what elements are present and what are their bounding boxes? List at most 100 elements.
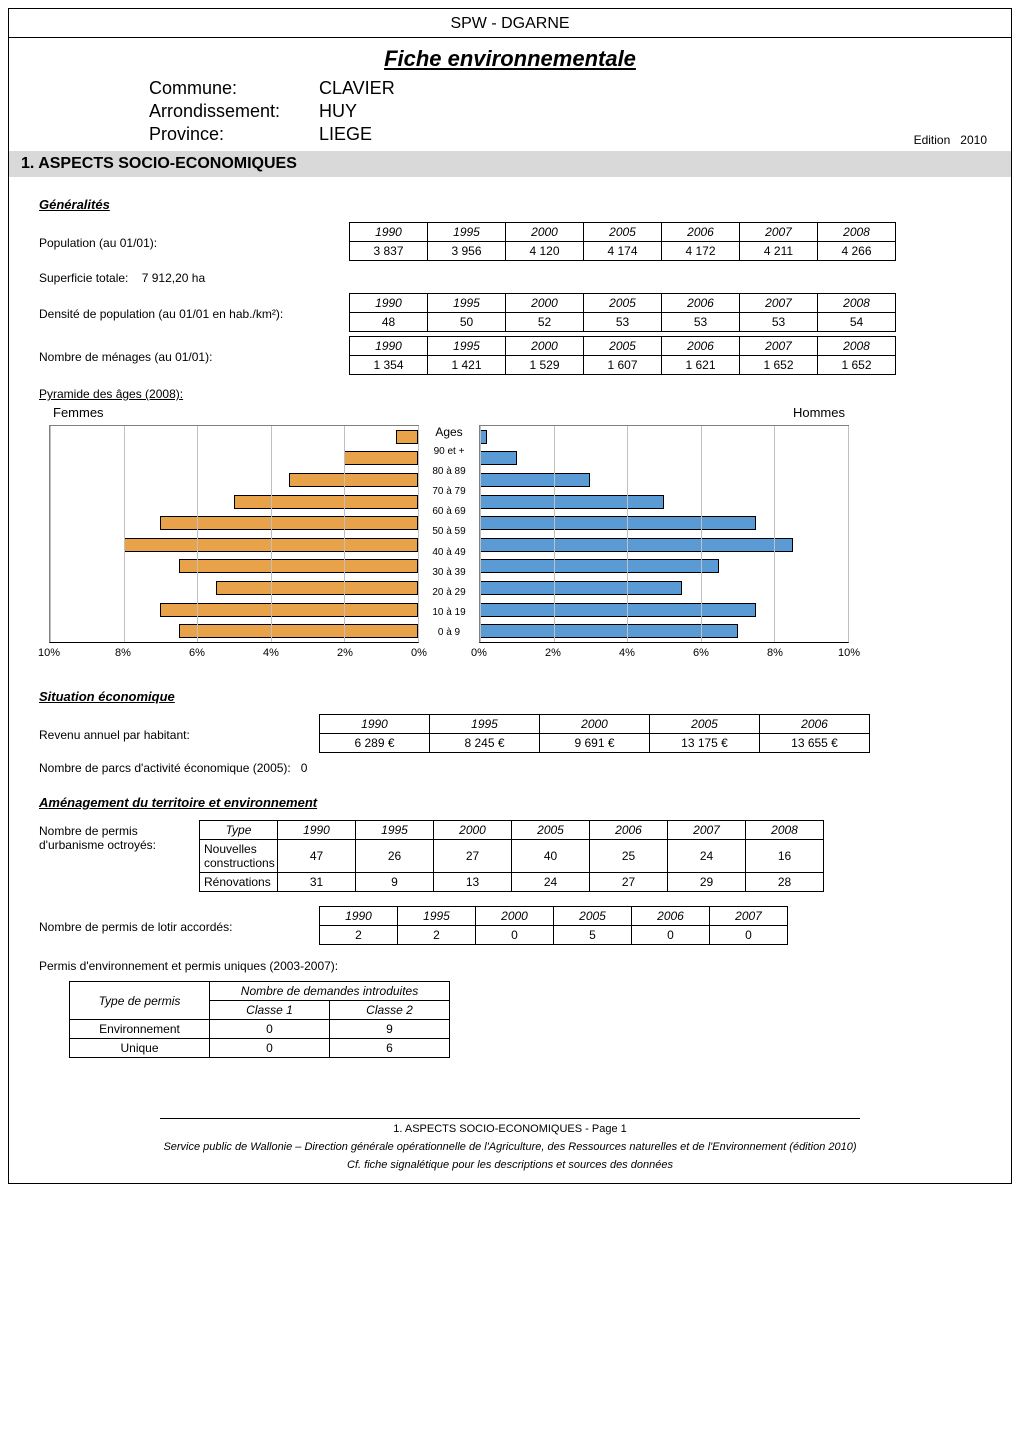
table-cell: 28 — [746, 873, 824, 892]
pyramid-bar-femmes — [50, 603, 418, 617]
table-cell: 47 — [278, 840, 356, 873]
table-cell: 1 354 — [350, 356, 428, 375]
year-header: 1990 — [320, 907, 398, 926]
env-permis-table: Type de permisNombre de demandes introdu… — [69, 981, 450, 1058]
table-cell: 53 — [584, 313, 662, 332]
pyramid-bar-femmes — [50, 451, 418, 465]
table-cell: 5 — [554, 926, 632, 945]
env-label: Permis d'environnement et permis uniques… — [39, 959, 991, 973]
table-cell: 13 — [434, 873, 512, 892]
table-cell: 4 266 — [818, 242, 896, 261]
type-cell: Nouvelles constructions — [200, 840, 278, 873]
year-header: 1990 — [278, 821, 356, 840]
commune-label: Commune: — [149, 78, 319, 99]
ages-title: Ages — [419, 425, 479, 439]
pyramid-bar-hommes — [480, 516, 848, 530]
section-1-header: 1. ASPECTS SOCIO-ECONOMIQUES — [9, 151, 1011, 177]
pyramid-bar-hommes — [480, 473, 848, 487]
age-label: 50 à 59 — [419, 526, 479, 537]
year-header: 2008 — [818, 223, 896, 242]
year-header: 1995 — [356, 821, 434, 840]
revenu-table: 199019952000200520066 289 €8 245 €9 691 … — [319, 714, 870, 753]
year-header: 1990 — [320, 715, 430, 734]
x-tick: 10% — [38, 647, 60, 659]
table-cell: 2 — [398, 926, 476, 945]
table-cell: 53 — [740, 313, 818, 332]
age-label: 60 à 69 — [419, 506, 479, 517]
year-header: 1995 — [398, 907, 476, 926]
age-label: 40 à 49 — [419, 547, 479, 558]
footer-line1: Service public de Wallonie – Direction g… — [9, 1141, 1011, 1153]
year-header: 2006 — [760, 715, 870, 734]
year-header: 2006 — [632, 907, 710, 926]
amenagement-heading: Aménagement du territoire et environneme… — [39, 795, 991, 810]
table-cell: 3 837 — [350, 242, 428, 261]
agency-header: SPW - DGARNE — [9, 9, 1011, 38]
lotir-table: 199019952000200520062007220500 — [319, 906, 788, 945]
urbanisme-table: Type1990199520002005200620072008Nouvelle… — [199, 820, 824, 892]
pyramide-chart: Femmes 10%8%6%4%2%0% Ages 90 et +80 à 89… — [49, 407, 991, 667]
pyramid-bar-femmes — [50, 473, 418, 487]
hommes-title: Hommes — [793, 405, 845, 420]
superficie-line: Superficie totale: 7 912,20 ha — [39, 269, 349, 285]
year-header: 2007 — [740, 223, 818, 242]
age-label: 10 à 19 — [419, 607, 479, 618]
province-label: Province: — [149, 124, 319, 145]
classe2-header: Classe 2 — [330, 1001, 450, 1020]
year-header: 2008 — [818, 294, 896, 313]
year-header: 2008 — [746, 821, 824, 840]
pyramid-bar-femmes — [50, 581, 418, 595]
year-header: 2006 — [662, 294, 740, 313]
parcs-value: 0 — [301, 761, 308, 775]
parcs-label: Nombre de parcs d'activité économique (2… — [39, 761, 291, 775]
x-tick: 10% — [838, 647, 860, 659]
table-cell: 0 — [632, 926, 710, 945]
superficie-label: Superficie totale: — [39, 271, 128, 285]
pyramid-bar-femmes — [50, 430, 418, 444]
lotir-label: Nombre de permis de lotir accordés: — [39, 906, 319, 934]
table-cell: 1 421 — [428, 356, 506, 375]
table-cell: 53 — [662, 313, 740, 332]
type-cell: Rénovations — [200, 873, 278, 892]
table-cell: 50 — [428, 313, 506, 332]
page-frame: SPW - DGARNE Fiche environnementale Comm… — [8, 8, 1012, 1184]
population-table: 19901995200020052006200720083 8373 9564 … — [349, 222, 896, 261]
femmes-title: Femmes — [53, 405, 104, 420]
edition-label: Edition — [914, 133, 951, 147]
table-cell: 1 607 — [584, 356, 662, 375]
urb-label-2: d'urbanisme octroyés: — [39, 838, 199, 852]
table-cell: 9 691 € — [540, 734, 650, 753]
table-cell: 27 — [590, 873, 668, 892]
table-cell: 1 529 — [506, 356, 584, 375]
year-header: 2000 — [506, 223, 584, 242]
year-header: 2008 — [818, 337, 896, 356]
x-tick: 0% — [411, 647, 427, 659]
footer: 1. ASPECTS SOCIO-ECONOMIQUES - Page 1 Se… — [9, 1118, 1011, 1171]
table-cell: 9 — [356, 873, 434, 892]
pyramid-bar-femmes — [50, 624, 418, 638]
table-cell: 26 — [356, 840, 434, 873]
year-header: 2005 — [554, 907, 632, 926]
pyramide-femmes: Femmes 10%8%6%4%2%0% — [49, 407, 419, 667]
arrondissement-label: Arrondissement: — [149, 101, 319, 122]
age-label: 30 à 39 — [419, 567, 479, 578]
year-header: 2005 — [512, 821, 590, 840]
age-label: 0 à 9 — [419, 627, 479, 638]
commune-value: CLAVIER — [319, 78, 395, 99]
table-cell: 52 — [506, 313, 584, 332]
classe1-header: Classe 1 — [210, 1001, 330, 1020]
x-tick: 4% — [263, 647, 279, 659]
table-cell: 4 120 — [506, 242, 584, 261]
year-header: 2005 — [584, 337, 662, 356]
type-header: Type de permis — [70, 982, 210, 1020]
year-header: 2006 — [662, 223, 740, 242]
year-header: 1990 — [350, 223, 428, 242]
urb-label-1: Nombre de permis — [39, 824, 199, 838]
year-header: 1990 — [350, 294, 428, 313]
table-cell: 54 — [818, 313, 896, 332]
age-label: 70 à 79 — [419, 486, 479, 497]
population-label: Population (au 01/01): — [39, 222, 349, 250]
table-cell: 6 289 € — [320, 734, 430, 753]
table-cell: 3 956 — [428, 242, 506, 261]
type-header: Type — [200, 821, 278, 840]
